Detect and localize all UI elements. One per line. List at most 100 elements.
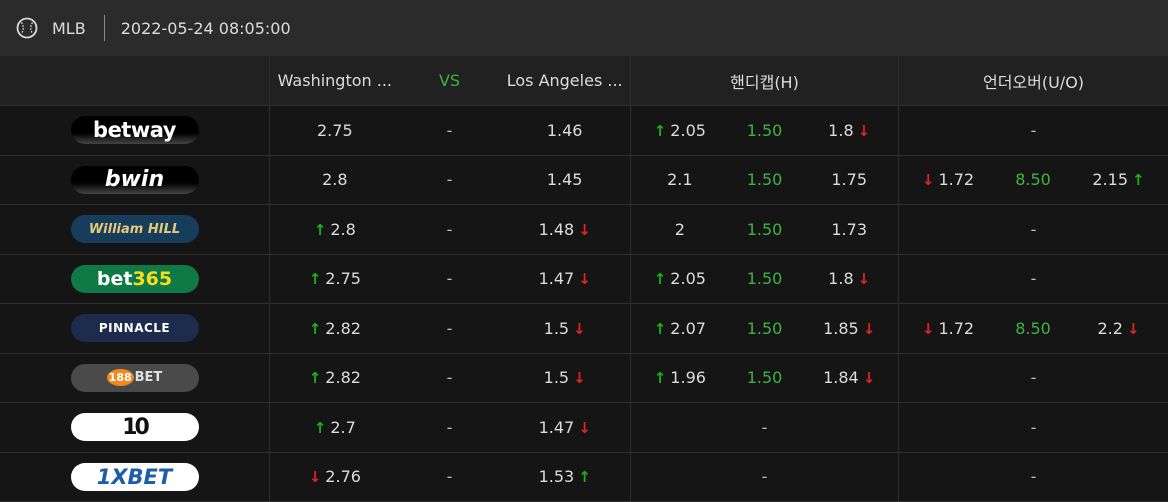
- bookmaker-cell[interactable]: bwin: [0, 156, 270, 205]
- handicap-away-odd[interactable]: 1.8↓: [828, 121, 870, 140]
- away-odd[interactable]: 1.47↓: [539, 269, 591, 288]
- under-odd[interactable]: ↓1.72: [922, 170, 974, 189]
- home-odd[interactable]: ↑2.82: [309, 319, 361, 338]
- home-odd[interactable]: ↑2.7: [314, 418, 356, 437]
- home-team-header[interactable]: Washington ...: [270, 71, 400, 90]
- away-odd[interactable]: 1.45: [547, 170, 583, 189]
- handicap-away-odd[interactable]: 1.75: [831, 170, 867, 189]
- draw-odd: -: [400, 269, 500, 288]
- over-under-cell: -: [899, 403, 1168, 452]
- handicap-line: 1.50: [729, 170, 801, 189]
- bookmaker-cell[interactable]: 10: [0, 403, 270, 452]
- match-odds-cell: ↓2.76 - 1.53↑: [270, 453, 631, 502]
- william-hill-logo: William HILL: [71, 215, 199, 243]
- over-under-empty: -: [1031, 269, 1037, 288]
- over-under-cell: -: [899, 205, 1168, 254]
- bookmaker-cell[interactable]: betway: [0, 106, 270, 155]
- handicap-home-odd[interactable]: 2: [675, 220, 685, 239]
- handicap-home-odd[interactable]: ↑2.05: [654, 121, 706, 140]
- arrow-icon: ↑: [309, 322, 322, 337]
- handicap-away-odd[interactable]: 1.73: [831, 220, 867, 239]
- arrow-icon: ↑: [654, 371, 667, 386]
- handicap-home-odd[interactable]: 2.1: [667, 170, 692, 189]
- league-label: MLB: [52, 19, 86, 38]
- handicap-cell: 2.1 1.50 1.75: [631, 156, 899, 205]
- draw-odd: -: [400, 319, 500, 338]
- away-odd[interactable]: 1.47↓: [539, 418, 591, 437]
- handicap-home-odd[interactable]: ↑1.96: [654, 368, 706, 387]
- away-odd[interactable]: 1.46: [547, 121, 583, 140]
- home-odd[interactable]: ↓2.76: [309, 467, 361, 486]
- home-odd[interactable]: 2.75: [317, 121, 353, 140]
- odds-table: Washington ... VS Los Angeles ... 핸디캡(H)…: [0, 56, 1168, 502]
- handicap-away-odd[interactable]: 1.85↓: [823, 319, 875, 338]
- over-under-empty: -: [1031, 418, 1037, 437]
- away-team-header[interactable]: Los Angeles ...: [499, 71, 630, 90]
- over-under-cell: ↓1.72 8.50 2.15↑: [899, 156, 1168, 205]
- bookmaker-cell[interactable]: 1XBET: [0, 453, 270, 502]
- draw-odd: -: [400, 467, 500, 486]
- arrow-icon: ↓: [573, 371, 586, 386]
- draw-odd: -: [400, 418, 500, 437]
- over-under-empty: -: [1031, 467, 1037, 486]
- handicap-home-odd[interactable]: ↑2.07: [654, 319, 706, 338]
- bookmaker-header: [0, 56, 270, 105]
- over-under-line: 8.50: [997, 170, 1069, 189]
- draw-odd: -: [400, 220, 500, 239]
- handicap-cell: 2 1.50 1.73: [631, 205, 899, 254]
- top-bar: MLB 2022-05-24 08:05:00: [0, 0, 1168, 56]
- home-odd[interactable]: ↑2.8: [314, 220, 356, 239]
- draw-odd: -: [400, 368, 500, 387]
- over-under-empty: -: [1031, 220, 1037, 239]
- match-odds-cell: ↑2.82 - 1.5↓: [270, 304, 631, 353]
- away-odd[interactable]: 1.5↓: [544, 368, 586, 387]
- handicap-away-odd[interactable]: 1.84↓: [823, 368, 875, 387]
- arrow-icon: ↓: [573, 322, 586, 337]
- handicap-cell: ↑2.07 1.50 1.85↓: [631, 304, 899, 353]
- match-odds-cell: 2.75-1.46: [270, 106, 631, 155]
- over-under-empty: -: [1031, 368, 1037, 387]
- handicap-away-odd[interactable]: 1.8↓: [828, 269, 870, 288]
- home-odd[interactable]: 2.8: [322, 170, 347, 189]
- away-odd[interactable]: 1.53↑: [539, 467, 591, 486]
- over-under-cell: -: [899, 354, 1168, 403]
- away-odd[interactable]: 1.5↓: [544, 319, 586, 338]
- bwin-logo: bwin: [71, 166, 199, 194]
- handicap-home-odd[interactable]: ↑2.05: [654, 269, 706, 288]
- baseball-icon: [16, 17, 38, 39]
- away-odd[interactable]: 1.48↓: [539, 220, 591, 239]
- arrow-icon: ↑: [654, 272, 667, 287]
- under-odd[interactable]: ↓1.72: [922, 319, 974, 338]
- arrow-icon: ↓: [863, 322, 876, 337]
- bookmaker-cell[interactable]: William HILL: [0, 205, 270, 254]
- over-under-cell: -: [899, 255, 1168, 304]
- arrow-icon: ↓: [922, 173, 935, 188]
- table-row: William HILL ↑2.8 - 1.48↓ 2 1.50 1.73 -: [0, 205, 1168, 255]
- handicap-line: 1.50: [729, 368, 801, 387]
- arrow-icon: ↑: [309, 371, 322, 386]
- arrow-icon: ↓: [858, 124, 871, 139]
- arrow-icon: ↓: [863, 371, 876, 386]
- home-odd[interactable]: ↑2.75: [309, 269, 361, 288]
- handicap-line: 1.50: [729, 220, 801, 239]
- arrow-icon: ↓: [1127, 322, 1140, 337]
- over-under-empty: -: [1031, 121, 1037, 140]
- handicap-cell: ↑1.96 1.50 1.84↓: [631, 354, 899, 403]
- arrow-icon: ↑: [314, 421, 327, 436]
- handicap-line: 1.50: [729, 319, 801, 338]
- handicap-empty: -: [762, 418, 768, 437]
- over-odd[interactable]: 2.15↑: [1092, 170, 1144, 189]
- 1xbet-logo: 1XBET: [71, 463, 199, 491]
- home-odd[interactable]: ↑2.82: [309, 368, 361, 387]
- bookmaker-cell[interactable]: PINNACLE: [0, 304, 270, 353]
- over-odd[interactable]: 2.2↓: [1097, 319, 1139, 338]
